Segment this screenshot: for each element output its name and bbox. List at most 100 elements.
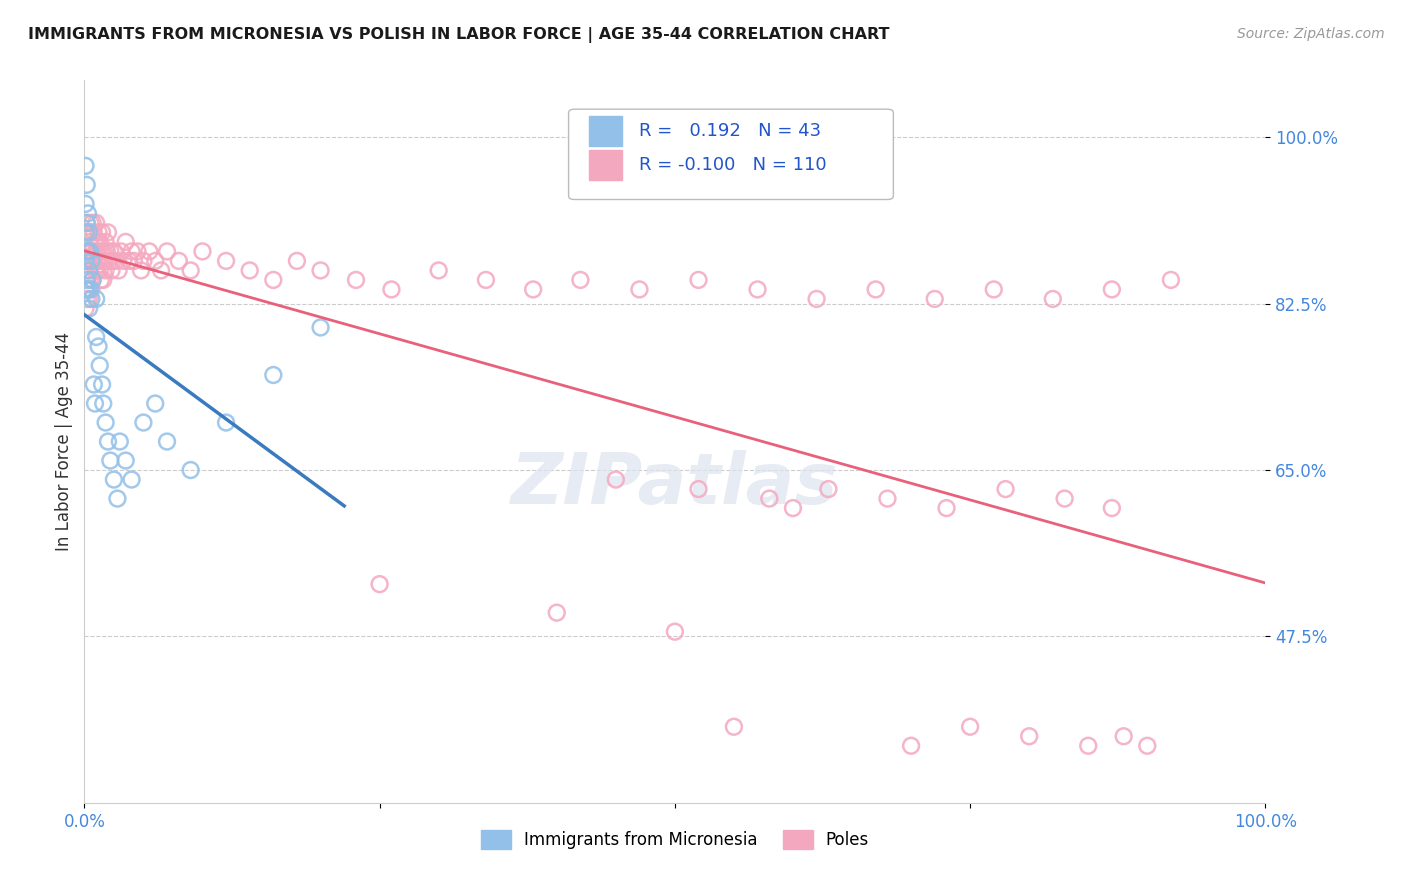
Point: [98, 244, 121, 259]
Point: [150, 263, 173, 277]
Point: [688, 482, 710, 496]
Point: [79, 244, 101, 259]
Point: [80, 253, 103, 268]
Point: [93, 253, 115, 268]
Point: [86, 235, 108, 249]
Point: [77, 226, 100, 240]
Point: [91, 273, 114, 287]
Point: [143, 396, 166, 410]
Y-axis label: In Labor Force | Age 35-44: In Labor Force | Age 35-44: [55, 332, 73, 551]
Point: [97, 226, 120, 240]
Point: [368, 577, 391, 591]
Point: [309, 263, 332, 277]
Point: [80, 292, 103, 306]
Point: [138, 244, 160, 259]
Point: [344, 273, 367, 287]
Point: [96, 244, 118, 259]
Point: [105, 253, 128, 268]
Point: [127, 244, 149, 259]
Point: [380, 282, 402, 296]
Point: [83, 226, 105, 240]
Point: [215, 416, 238, 430]
Point: [167, 253, 190, 268]
Point: [82, 216, 104, 230]
Point: [522, 282, 544, 296]
Text: IMMIGRANTS FROM MICRONESIA VS POLISH IN LABOR FORCE | AGE 35-44 CORRELATION CHAR: IMMIGRANTS FROM MICRONESIA VS POLISH IN …: [28, 27, 890, 43]
Point: [546, 606, 568, 620]
Point: [1042, 292, 1064, 306]
Point: [427, 263, 450, 277]
Point: [82, 273, 104, 287]
Point: [900, 739, 922, 753]
Point: [91, 226, 114, 240]
Point: [475, 273, 498, 287]
Point: [77, 263, 100, 277]
Point: [1112, 729, 1135, 743]
Point: [132, 416, 155, 430]
Point: [91, 396, 114, 410]
Point: [924, 292, 946, 306]
Point: [959, 720, 981, 734]
Point: [76, 216, 98, 230]
Point: [309, 320, 332, 334]
Point: [79, 244, 101, 259]
Point: [747, 282, 769, 296]
Point: [84, 244, 107, 259]
Point: [84, 396, 107, 410]
Point: [215, 253, 238, 268]
Point: [77, 226, 100, 240]
Point: [80, 253, 103, 268]
Point: [79, 273, 101, 287]
Point: [87, 339, 110, 353]
Point: [75, 226, 97, 240]
Point: [103, 473, 125, 487]
Point: [114, 235, 136, 249]
Point: [90, 273, 112, 287]
Text: Source: ZipAtlas.com: Source: ZipAtlas.com: [1237, 27, 1385, 41]
Point: [79, 282, 101, 296]
Point: [1160, 273, 1182, 287]
Point: [97, 434, 120, 449]
Point: [723, 720, 745, 734]
Point: [91, 377, 114, 392]
Point: [865, 282, 887, 296]
Point: [94, 416, 117, 430]
Point: [77, 253, 100, 268]
Point: [77, 292, 100, 306]
Point: [82, 273, 104, 287]
Point: [89, 235, 111, 249]
Point: [94, 263, 117, 277]
Point: [569, 273, 592, 287]
Point: [143, 253, 166, 268]
Point: [112, 253, 135, 268]
Point: [1018, 729, 1040, 743]
Point: [129, 263, 152, 277]
Point: [285, 253, 308, 268]
Point: [180, 463, 202, 477]
Point: [84, 216, 107, 230]
Point: [114, 453, 136, 467]
Point: [876, 491, 898, 506]
Point: [605, 473, 627, 487]
Point: [98, 253, 121, 268]
Point: [806, 292, 828, 306]
Point: [75, 159, 97, 173]
Point: [91, 244, 114, 259]
Point: [132, 253, 155, 268]
Point: [121, 244, 143, 259]
Point: [80, 282, 103, 296]
Point: [1136, 739, 1159, 753]
Point: [77, 301, 100, 316]
Point: [94, 235, 117, 249]
Point: [101, 253, 124, 268]
FancyBboxPatch shape: [568, 109, 893, 200]
Point: [817, 482, 839, 496]
Point: [84, 330, 107, 344]
Point: [82, 244, 104, 259]
Legend: Immigrants from Micronesia, Poles: Immigrants from Micronesia, Poles: [474, 823, 876, 856]
Point: [628, 282, 651, 296]
Point: [83, 377, 105, 392]
Point: [239, 263, 262, 277]
Point: [80, 226, 103, 240]
Point: [75, 253, 97, 268]
